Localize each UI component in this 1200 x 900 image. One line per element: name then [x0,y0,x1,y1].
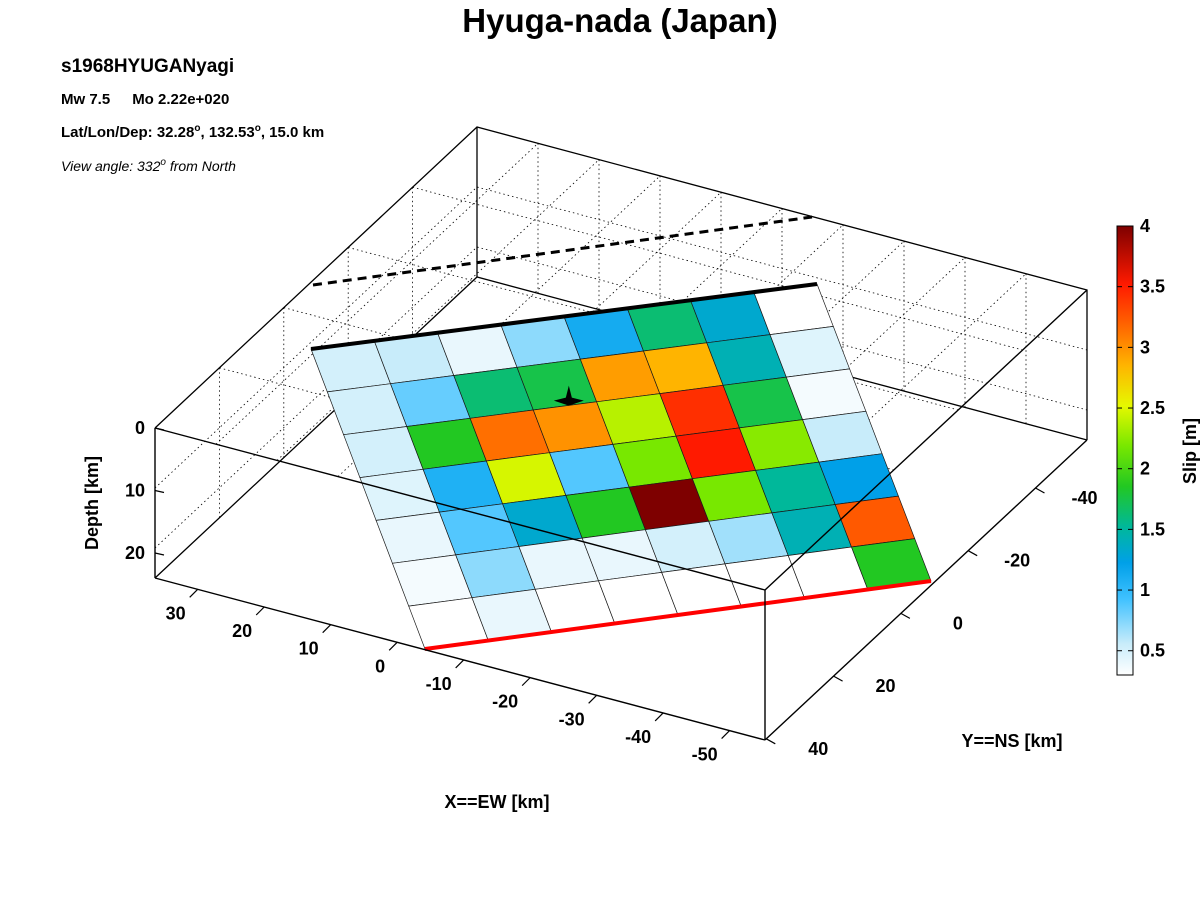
colorbar-tick-label: 1.5 [1140,519,1165,539]
chart-title: Hyuga-nada (Japan) [462,2,778,39]
y-tick-label: -40 [1071,488,1097,508]
colorbar-tick-label: 4 [1140,216,1150,236]
box-floor-back-edge [154,276,1088,579]
box-floor-front-edge [764,439,1088,741]
fault-bottom-edge [424,579,932,651]
z-tick [154,489,165,494]
x-tick [721,730,731,740]
x-axis-label: X==EW [km] [444,792,549,812]
colorbar-tick-label: 3.5 [1140,277,1165,297]
colorbar-tick-label: 1 [1140,580,1150,600]
x-tick-label: -40 [625,727,651,747]
colorbar-tick-label: 2.5 [1140,398,1165,418]
colorbar-label: Slip [m] [1180,418,1200,484]
x-tick [455,659,465,669]
grid-line [215,143,539,445]
depth-value: 15.0 km [269,124,325,141]
box-front-edge [154,427,766,591]
axis-ticks: 30 20 10 0 -10 -20 -30 -40 -50 -40 -20 0 20 40 0 10 20 [125,418,1098,765]
fault-top-edge [310,282,818,351]
view-suffix: from North [165,158,236,174]
longitude: 132.53 [208,124,255,141]
x-tick [521,677,531,687]
x-tick [255,606,265,616]
y-tick-label: -20 [1004,551,1030,571]
x-tick [654,712,664,722]
x-tick [388,641,398,651]
y-tick [833,675,843,682]
moment-magnitude: Mw 7.5 [61,91,111,108]
magnitude-line: Mw 7.5 Mo 2.22e+020 [61,91,229,108]
colorbar-gradient [1116,225,1134,676]
x-tick-label: -50 [692,745,718,765]
grid-line [276,159,600,461]
x-tick [322,624,332,634]
x-tick [588,694,598,704]
y-tick [967,550,978,557]
y-tick-label: 0 [953,613,963,633]
z-tick-label: 20 [125,543,145,563]
view-prefix: View angle: [61,158,138,174]
degree-mark: o [194,123,201,134]
colorbar: 0.5 1 1.5 2 2.5 3 3.5 4 [1116,216,1165,676]
x-tick-label: 30 [166,603,186,623]
y-tick [765,738,776,745]
y-tick [1035,487,1045,494]
box-front-edge [764,289,1088,591]
y-tick-label: 40 [808,739,828,759]
event-id: s1968HYUGANyagi [61,56,235,77]
z-tick [154,427,165,431]
x-tick-label: -30 [559,709,585,729]
degree-mark: o [160,157,166,168]
x-tick-label: -20 [492,692,518,712]
x-tick-label: -10 [426,674,452,694]
colorbar-tick-label: 0.5 [1140,641,1165,661]
z-tick-label: 10 [125,481,145,501]
hypocenter-star [553,385,584,406]
y-tick [900,612,911,619]
x-tick-label: 20 [232,621,252,641]
grid-line [412,186,1023,351]
x-tick-label: 0 [375,656,385,676]
fault-surface-trace [312,215,813,287]
location-line: Lat/Lon/Dep: 32.28o, 132.53o, 15.0 km [61,123,325,142]
x-tick-label: 10 [299,639,319,659]
latitude: 32.28 [156,124,195,141]
location-label: Lat/Lon/Dep: [61,124,157,141]
fault-edges [310,282,932,651]
z-tick-label: 0 [135,418,145,438]
z-axis-label: Depth [km] [82,456,102,550]
y-tick-label: 20 [876,676,896,696]
box-floor-front-edge [154,577,766,741]
view-angle: 332 [137,158,161,174]
z-tick [154,552,165,556]
y-axis-label: Y==NS [km] [961,731,1062,751]
colorbar-tick-label: 3 [1140,337,1150,357]
x-tick [189,588,199,598]
view-angle-line: View angle: 332o from North [61,157,236,175]
seismic-moment: Mo 2.22e+020 [132,91,230,108]
colorbar-tick-label: 2 [1140,459,1150,479]
degree-mark: o [254,123,261,134]
